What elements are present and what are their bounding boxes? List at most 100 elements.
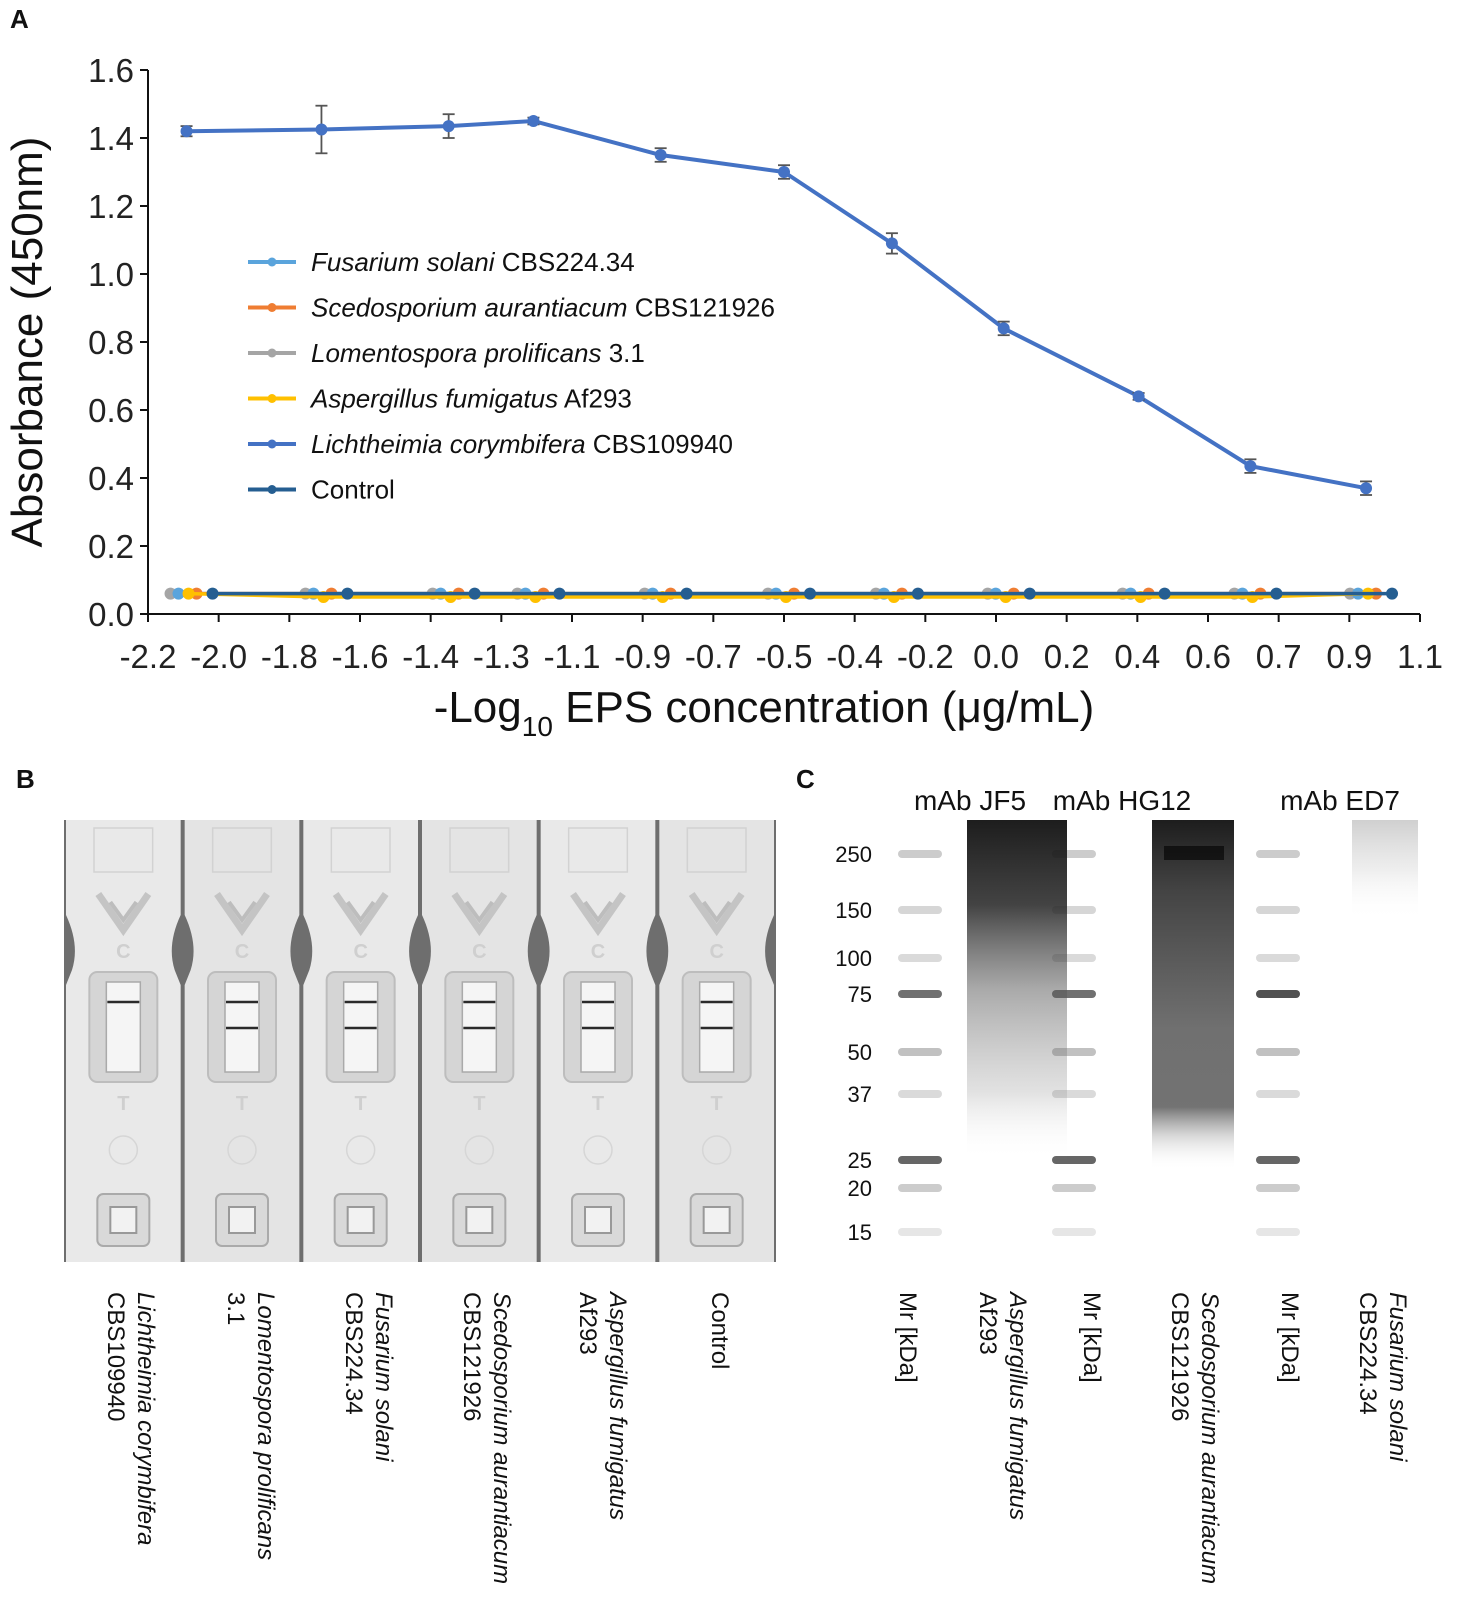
y-tick-label: 0.8 — [88, 324, 134, 361]
lfa-strip-label: Fusarium solani CBS224.34 — [340, 1292, 397, 1462]
mw-marker-label: 15 — [848, 1220, 872, 1245]
strip-letter-t: T — [592, 1093, 604, 1115]
ladder-band — [1256, 1184, 1300, 1192]
x-tick-label: 1.1 — [1397, 638, 1443, 675]
data-point-control — [468, 587, 481, 600]
y-tick-label: 1.0 — [88, 256, 134, 293]
x-tick-label: -0.5 — [756, 638, 813, 675]
lfa-strip: CT — [303, 820, 418, 1262]
ladder-band — [1256, 850, 1300, 858]
ladder-band — [898, 1048, 942, 1056]
strip-logo-chevron — [464, 900, 494, 924]
legend-marker — [267, 348, 277, 358]
data-point-fusarium-solani — [172, 587, 185, 600]
strip-letter-t: T — [236, 1093, 248, 1115]
ladder-band — [1256, 1156, 1300, 1164]
ladder-band — [1256, 1048, 1300, 1056]
strip-logo-chevron — [108, 900, 138, 924]
data-point-control — [206, 587, 219, 600]
x-axis-title: -Log10 EPS concentration (μg/mL) — [434, 683, 1095, 742]
y-axis-title: Absorbance (450nm) — [3, 137, 52, 548]
western-blot-image: mAb JF5 mAb HG12 mAb ED7 250 150 100 75 50 37 25 2… — [835, 785, 1418, 1245]
antibody-title: mAb JF5 — [914, 785, 1026, 816]
strip-circle-mark — [583, 1135, 613, 1165]
lfa-strip: CT — [422, 820, 537, 1262]
x-tick-label: -1.4 — [402, 638, 459, 675]
y-tick-label: 1.4 — [88, 120, 134, 157]
legend-label: Lomentospora prolificans 3.1 — [311, 338, 645, 368]
sample-well — [584, 1206, 612, 1234]
mw-marker-label: 20 — [848, 1176, 872, 1201]
antibody-title: mAb HG12 — [1053, 785, 1192, 816]
data-point-lichtheimia-corymbifera — [1132, 390, 1145, 403]
ladder-band — [898, 850, 942, 858]
strip-circle-mark — [227, 1135, 257, 1165]
mw-marker-label: 37 — [848, 1082, 872, 1107]
data-point-lichtheimia-corymbifera — [885, 237, 898, 250]
data-point-control — [804, 587, 816, 600]
lfa-strip-label: Lomentospora prolificans 3.1 — [222, 1292, 279, 1561]
sample-lane-label: Fusarium solani CBS224.34 — [1354, 1292, 1411, 1462]
x-tick-label: -1.6 — [332, 638, 389, 675]
legend-marker — [267, 394, 277, 403]
legend-label: Control — [311, 475, 395, 505]
ladder-band — [898, 954, 942, 962]
strip-logo-area — [330, 827, 391, 873]
legend-marker — [267, 485, 277, 494]
x-tick-label: -2.0 — [190, 638, 247, 675]
ladder-band — [898, 990, 942, 998]
strip-logo-area — [93, 827, 154, 873]
data-point-lichtheimia-corymbifera — [315, 123, 328, 136]
data-point-control — [341, 587, 354, 600]
lfa-strip-label: Scedosporium aurantiacum CBS121926 — [458, 1292, 515, 1585]
ladder-band — [1256, 1228, 1300, 1236]
strip-letter-c: C — [472, 941, 486, 963]
panel-label-c: C — [796, 764, 815, 794]
x-tick-label: -2.2 — [120, 638, 177, 675]
sample-lane-label: Scedosporium aurantiacum CBS121926 — [1166, 1292, 1223, 1585]
ladder-band — [1256, 906, 1300, 914]
strip-logo-area — [211, 827, 273, 873]
panel-label-a: A — [10, 4, 29, 34]
ladder-band — [1256, 990, 1300, 998]
y-tick-label: 0.6 — [88, 392, 134, 429]
x-tick-label: -1.1 — [544, 638, 601, 675]
ladder-band — [898, 1156, 942, 1164]
antibody-title: mAb ED7 — [1280, 785, 1400, 816]
x-tick-label: 0.7 — [1256, 638, 1302, 675]
mw-marker-label: 75 — [848, 982, 872, 1007]
strip-letter-c: C — [591, 941, 605, 963]
sample-well — [109, 1206, 138, 1234]
ladder-band — [898, 906, 942, 914]
y-tick-label: 1.6 — [88, 52, 134, 89]
smear-lane-scedosporium — [1152, 820, 1234, 1170]
strip-result-window — [105, 981, 142, 1073]
x-tick-label: -1.3 — [473, 638, 530, 675]
lfa-strip: CT — [540, 820, 656, 1262]
x-tick-label: -0.7 — [685, 638, 742, 675]
x-tick-label: 0.0 — [973, 638, 1019, 675]
ladder-band — [1256, 1090, 1300, 1098]
x-tick-label: 0.4 — [1114, 638, 1160, 675]
panel-label-b: B — [16, 764, 35, 794]
lfa-strip-label: Lichtheimia corymbifera CBS109940 — [102, 1292, 159, 1546]
strip-logo-chevron — [570, 892, 626, 937]
strip-letter-c: C — [116, 941, 130, 963]
data-point-lichtheimia-corymbifera — [997, 322, 1010, 335]
strip-letter-t: T — [117, 1093, 129, 1115]
ladder-band — [1256, 954, 1300, 962]
lfa-strip-label: Control — [706, 1292, 733, 1370]
data-point-lichtheimia-corymbifera — [1244, 460, 1257, 473]
ladder-band — [898, 1090, 942, 1098]
marker-lane-label: Mr [kDa] — [894, 1292, 921, 1383]
strip-letter-t: T — [711, 1093, 723, 1115]
legend-label: Lichtheimia corymbifera CBS109940 — [311, 429, 733, 459]
data-point-control — [680, 587, 693, 600]
data-point-aspergillus-fumigatus — [182, 587, 195, 600]
y-tick-label: 0.0 — [88, 596, 134, 633]
strip-logo-chevron — [95, 892, 152, 937]
data-point-lichtheimia-corymbifera — [180, 125, 193, 138]
strip-circle-mark — [464, 1135, 495, 1165]
y-tick-label: 0.4 — [88, 460, 134, 497]
